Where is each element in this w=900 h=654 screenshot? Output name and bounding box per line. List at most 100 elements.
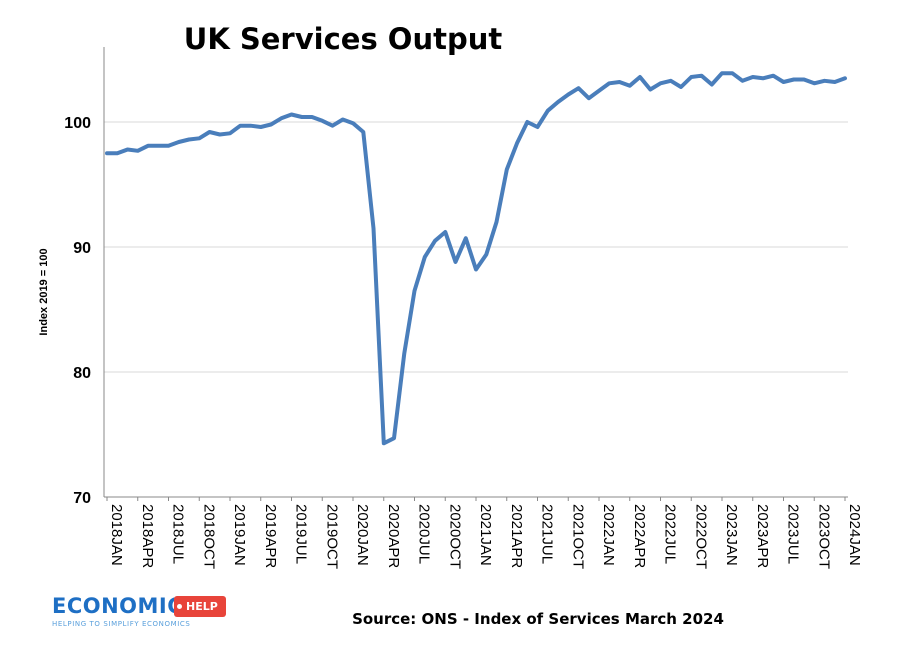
x-tick-label: 2022APR <box>631 504 648 568</box>
data-point <box>280 117 283 120</box>
data-point <box>249 124 252 127</box>
x-tick-label: 2018JUL <box>170 504 187 564</box>
data-point <box>188 138 191 141</box>
data-point <box>362 131 365 134</box>
data-point <box>803 78 806 81</box>
data-point <box>382 442 385 445</box>
data-point <box>116 152 119 155</box>
data-point <box>844 77 847 80</box>
x-tick-label: 2023APR <box>754 504 771 568</box>
x-tick-label: 2021JUL <box>539 504 556 564</box>
data-point <box>434 239 437 242</box>
y-tick-label: 90 <box>73 240 91 257</box>
data-point <box>833 81 836 84</box>
data-point <box>731 72 734 75</box>
data-point <box>782 81 785 84</box>
data-point <box>444 231 447 234</box>
source-note: Source: ONS - Index of Services March 20… <box>352 610 724 628</box>
data-point <box>136 149 139 152</box>
data-point <box>587 97 590 100</box>
tag-hole-icon <box>177 604 182 609</box>
data-point <box>710 83 713 86</box>
axes <box>103 47 848 501</box>
data-point <box>649 88 652 91</box>
data-point <box>618 81 621 84</box>
data-point <box>751 76 754 79</box>
data-point <box>495 221 498 224</box>
y-tick-label: 80 <box>73 365 91 382</box>
data-point <box>167 144 170 147</box>
data-point <box>413 289 416 292</box>
data-point <box>546 109 549 112</box>
data-point <box>321 119 324 122</box>
logo-tag-text: HELP <box>186 600 218 613</box>
data-point <box>126 148 129 151</box>
x-tick-label: 2023JUL <box>785 504 802 564</box>
data-point <box>157 144 160 147</box>
data-point <box>239 124 242 127</box>
x-tick-label: 2022JAN <box>600 504 617 566</box>
x-tick-label: 2020APR <box>385 504 402 568</box>
gridlines <box>104 121 848 373</box>
x-tick-label: 2021APR <box>508 504 525 568</box>
data-point <box>311 116 314 119</box>
data-point <box>454 261 457 264</box>
data-point <box>177 141 180 144</box>
x-tick-label: 2019APR <box>262 504 279 568</box>
x-tick-label: 2018JAN <box>108 504 125 566</box>
data-point <box>147 144 150 147</box>
series-layer <box>105 71 847 446</box>
data-point <box>659 82 662 85</box>
x-tick-label: 2023JAN <box>723 504 740 566</box>
data-point <box>423 256 426 259</box>
x-tick-labels: 2018JAN 2018APR 2018JUL 2018OCT 2019JAN 2019A… <box>108 504 863 569</box>
data-point <box>741 79 744 82</box>
data-point <box>690 76 693 79</box>
data-point <box>813 82 816 85</box>
x-tick-label: 2020JAN <box>354 504 371 566</box>
data-point <box>208 131 211 134</box>
data-point <box>721 72 724 75</box>
y-axis-label: Index 2019 = 100 <box>38 248 50 335</box>
data-point <box>762 77 765 80</box>
data-point <box>270 123 273 126</box>
data-point <box>352 122 355 125</box>
x-tick-label: 2022JUL <box>662 504 679 564</box>
x-tick-label: 2019JAN <box>231 504 248 566</box>
data-point <box>290 113 293 116</box>
logo-tagline: HELPING TO SIMPLIFY ECONOMICS <box>52 620 191 628</box>
data-point <box>300 116 303 119</box>
data-point <box>106 152 109 155</box>
data-point <box>792 78 795 81</box>
x-tick-label: 2023OCT <box>815 504 832 569</box>
chart-title: UK Services Output <box>184 22 503 56</box>
data-point <box>259 126 262 129</box>
economics-help-logo: ECONOMICS HELP HELPING TO SIMPLIFY ECONO… <box>50 592 250 632</box>
y-tick-label: 70 <box>73 490 91 507</box>
y-tick-label: 100 <box>64 115 91 132</box>
data-point <box>393 437 396 440</box>
x-tick-label: 2019JUL <box>293 504 310 564</box>
x-tick-label: 2024JAN <box>846 504 863 566</box>
y-tick-labels: 70 80 90 100 <box>64 115 91 507</box>
data-point <box>639 76 642 79</box>
data-point <box>505 168 508 171</box>
data-point <box>608 82 611 85</box>
x-tick-label: 2020OCT <box>446 504 463 569</box>
data-point <box>516 142 519 145</box>
x-tick-label: 2018OCT <box>200 504 217 569</box>
data-point <box>485 253 488 256</box>
data-point <box>823 79 826 82</box>
data-point <box>557 101 560 104</box>
x-tick-label: 2021OCT <box>569 504 586 569</box>
x-tick-label: 2022OCT <box>692 504 709 569</box>
data-point <box>198 137 201 140</box>
logo-tag: HELP <box>174 596 226 617</box>
data-point <box>526 121 529 124</box>
data-point <box>331 124 334 127</box>
x-tick-label: 2020JUL <box>416 504 433 564</box>
data-point <box>680 86 683 89</box>
x-tick-label: 2018APR <box>139 504 156 568</box>
data-point <box>628 84 631 87</box>
